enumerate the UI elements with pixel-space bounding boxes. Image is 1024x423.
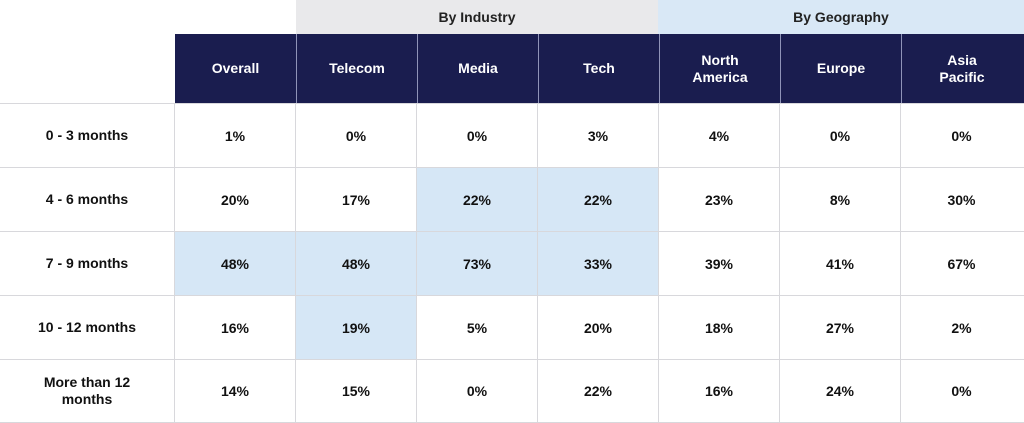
table-cell: 15% bbox=[296, 360, 417, 422]
table-cell: 27% bbox=[780, 296, 901, 359]
table-cell: 0% bbox=[780, 104, 901, 167]
column-header-europe: Europe bbox=[780, 34, 901, 103]
table-cell: 8% bbox=[780, 168, 901, 231]
table-cell: 24% bbox=[780, 360, 901, 422]
table-cell: 0% bbox=[951, 127, 972, 144]
column-header-overall: Overall bbox=[211, 60, 260, 76]
row-label: More than 12 months bbox=[0, 360, 175, 422]
table-cell: 17% bbox=[296, 168, 417, 231]
table-cell: 33% bbox=[538, 232, 659, 295]
table-cell: 39% bbox=[659, 232, 780, 295]
table-row: 7 - 9 months 48% 48% 73% 33% 39% 41% 67% bbox=[0, 231, 1024, 295]
table-cell: 73% bbox=[417, 232, 538, 295]
row-label: 10 - 12 months bbox=[0, 296, 175, 359]
table-cell: 0% bbox=[417, 104, 538, 167]
table-cell: 30% bbox=[947, 191, 976, 208]
column-header-asia-pacific: Asia Pacific bbox=[901, 34, 1022, 103]
table-cell: 0% bbox=[296, 104, 417, 167]
table-body: 0 - 3 months 1% 0% 0% 3% 4% 0% 0% 4 - 6 months 20… bbox=[0, 103, 1024, 423]
table-row: 10 - 12 months 16% 19% 5% 20% 18% 27% 2% bbox=[0, 295, 1024, 359]
table-cell: 3% bbox=[538, 104, 659, 167]
table-cell: 5% bbox=[417, 296, 538, 359]
table-cell: 22% bbox=[417, 168, 538, 231]
table-cell: 22% bbox=[538, 360, 659, 422]
group-header-geography: By Geography bbox=[658, 0, 1024, 34]
table-cell: 48% bbox=[296, 232, 417, 295]
group-header-industry: By Industry bbox=[296, 0, 658, 34]
table-row: 0 - 3 months 1% 0% 0% 3% 4% 0% 0% bbox=[0, 103, 1024, 167]
table-cell: 0% bbox=[951, 383, 972, 399]
table-cell: 18% bbox=[659, 296, 780, 359]
table-cell: 16% bbox=[175, 296, 296, 359]
table-cell: 23% bbox=[659, 168, 780, 231]
row-label: 0 - 3 months bbox=[0, 104, 175, 167]
row-label: 4 - 6 months bbox=[0, 168, 175, 231]
column-header-row: Overall Telecom Media Tech North America… bbox=[175, 34, 1024, 103]
table-cell: 67% bbox=[947, 255, 976, 272]
row-label: 7 - 9 months bbox=[0, 232, 175, 295]
column-header-tech: Tech bbox=[538, 34, 659, 103]
table-cell: 2% bbox=[951, 319, 972, 336]
table-row: 4 - 6 months 20% 17% 22% 22% 23% 8% 30% bbox=[0, 167, 1024, 231]
table-cell: 1% bbox=[175, 104, 296, 167]
table-cell: 48% bbox=[175, 232, 296, 295]
column-header-telecom: Telecom bbox=[296, 34, 417, 103]
table-cell: 4% bbox=[659, 104, 780, 167]
table-cell: 14% bbox=[175, 360, 296, 422]
table-cell: 20% bbox=[538, 296, 659, 359]
table-cell: 19% bbox=[296, 296, 417, 359]
column-header-media: Media bbox=[417, 34, 538, 103]
table-cell: 16% bbox=[659, 360, 780, 422]
table-cell: 41% bbox=[780, 232, 901, 295]
column-header-north-america: North America bbox=[659, 34, 780, 103]
table-cell: 22% bbox=[538, 168, 659, 231]
table-cell: 0% bbox=[417, 360, 538, 422]
table-row: More than 12 months 14% 15% 0% 22% 16% 24% 0% bbox=[0, 359, 1024, 423]
table-cell: 20% bbox=[175, 168, 296, 231]
